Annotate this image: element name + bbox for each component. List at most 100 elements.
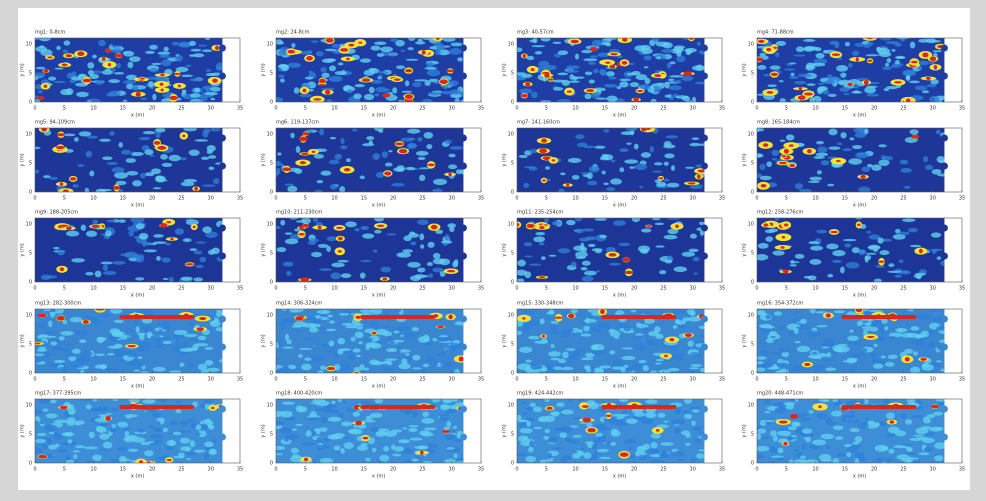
speckle: [558, 248, 570, 253]
speckle: [393, 331, 399, 334]
speckle: [53, 81, 66, 83]
speckle: [160, 154, 168, 160]
speckle: [908, 228, 918, 232]
hot-spot-red: [394, 78, 401, 81]
x-tick-label: 5: [785, 286, 788, 292]
speckle: [457, 57, 463, 61]
speckle: [801, 417, 810, 421]
hot-spot-red: [654, 74, 661, 77]
speckle: [906, 75, 911, 80]
speckle: [675, 320, 686, 325]
speckle: [318, 244, 328, 248]
speckle: [545, 429, 550, 433]
hot-spot-red: [170, 238, 174, 240]
speckle: [175, 228, 184, 235]
speckle: [107, 353, 115, 355]
y-tick-label: 10: [267, 312, 273, 318]
speckle: [821, 160, 830, 165]
speckle: [295, 424, 303, 426]
x-tick-label: 35: [719, 377, 725, 383]
speckle: [556, 402, 565, 407]
speckle: [276, 161, 281, 165]
speckle: [64, 402, 70, 405]
edge-bump: [460, 344, 467, 351]
hot-spot-red: [669, 338, 674, 341]
hot-spot-red: [698, 169, 706, 172]
speckle: [284, 438, 289, 442]
speckle: [853, 90, 859, 93]
x-tick-label: 5: [304, 377, 307, 383]
speckle: [433, 179, 447, 186]
speckle: [675, 80, 682, 84]
speckle: [276, 168, 280, 175]
hot-spot-red: [544, 73, 549, 78]
speckle: [775, 52, 779, 57]
speckle: [402, 427, 407, 429]
speckle: [152, 94, 156, 101]
speckle: [888, 263, 894, 267]
speckle: [79, 356, 89, 363]
speckle: [98, 40, 105, 46]
hot-spot-red: [108, 63, 111, 66]
speckle: [132, 359, 138, 366]
x-axis-label: x (m): [613, 113, 626, 119]
speckle: [641, 229, 652, 233]
x-tick-label: 15: [842, 196, 848, 202]
speckle: [50, 313, 55, 317]
speckle: [362, 233, 374, 238]
speckle: [126, 158, 136, 163]
speckle: [602, 171, 606, 175]
speckle: [35, 439, 46, 443]
speckle: [81, 224, 86, 231]
speckle: [665, 260, 673, 264]
y-axis-label: y (m): [742, 424, 748, 437]
speckle: [549, 329, 560, 334]
speckle: [895, 60, 900, 64]
y-tick-label: 0: [511, 280, 514, 286]
x-tick-label: 0: [515, 106, 518, 112]
speckle: [282, 402, 295, 405]
hot-spot-red: [583, 418, 591, 423]
speckle: [320, 171, 331, 176]
speckle: [855, 133, 867, 138]
speckle: [291, 43, 295, 48]
speckle: [41, 444, 45, 446]
speckle: [428, 444, 438, 448]
y-tick-label: 0: [751, 190, 754, 196]
x-tick-label: 15: [120, 106, 126, 112]
speckle: [298, 354, 303, 358]
speckle: [535, 51, 543, 55]
speckle: [826, 244, 838, 250]
speckle: [927, 84, 937, 87]
speckle: [58, 336, 64, 340]
x-tick-label: 35: [719, 196, 725, 202]
x-tick-label: 0: [33, 106, 36, 112]
hot-spot-red: [325, 90, 330, 95]
speckle: [381, 267, 392, 273]
speckle: [127, 352, 138, 358]
hot-spot-red: [215, 45, 219, 50]
speckle: [426, 144, 432, 149]
speckle: [358, 341, 363, 344]
speckle: [382, 151, 388, 158]
x-axis-label: x (m): [372, 203, 385, 209]
speckle: [788, 426, 797, 430]
speckle: [320, 458, 334, 463]
speckle: [778, 348, 790, 353]
speckle: [759, 164, 765, 170]
speckle: [300, 94, 312, 97]
y-tick-label: 0: [270, 371, 273, 377]
speckle: [162, 163, 173, 167]
hot-spot-red: [440, 79, 448, 84]
x-tick-label: 15: [842, 106, 848, 112]
speckle: [529, 39, 536, 42]
speckle: [349, 353, 353, 356]
speckle: [664, 141, 672, 146]
hot-spot-red: [930, 56, 936, 61]
speckle: [163, 428, 168, 432]
speckle: [631, 310, 636, 313]
speckle: [145, 51, 155, 54]
panel-title: mg14: 306-324cm: [276, 301, 322, 307]
speckle: [92, 220, 98, 225]
x-tick-label: 30: [690, 106, 696, 112]
